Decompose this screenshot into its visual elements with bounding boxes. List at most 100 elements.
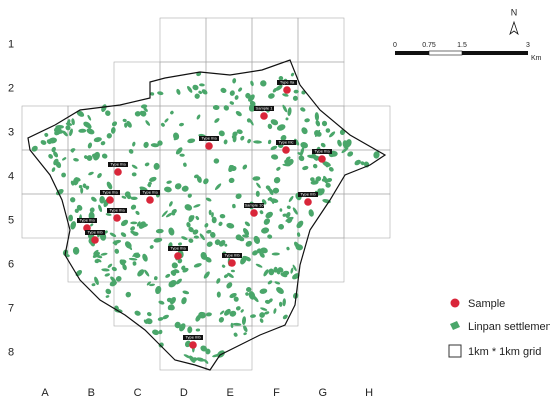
settlement: [278, 223, 284, 230]
settlement: [347, 151, 354, 157]
settlement: [216, 278, 221, 284]
settlement: [143, 107, 148, 112]
sample-point: [83, 224, 91, 232]
settlement: [273, 308, 277, 314]
settlement: [82, 183, 87, 189]
settlement: [168, 227, 175, 236]
settlement: [78, 184, 83, 189]
settlement: [310, 177, 315, 182]
sample-tag-bg: [298, 192, 318, 197]
settlement: [282, 104, 288, 113]
settlement: [132, 261, 137, 266]
samples: Type IIa Sample 1 Type IIIa Type IIIc Type I…: [77, 80, 332, 349]
settlement: [280, 272, 288, 278]
settlement: [219, 239, 226, 247]
settlement: [224, 274, 229, 278]
settlement: [173, 135, 179, 141]
settlement: [162, 314, 169, 320]
settlement: [250, 80, 254, 87]
settlement: [97, 173, 102, 179]
settlement: [203, 178, 209, 185]
grid-cell: [205, 105, 253, 151]
settlement: [314, 112, 320, 121]
settlement: [134, 310, 141, 316]
settlement: [220, 87, 227, 93]
settlement: [193, 263, 202, 268]
settlement: [174, 183, 182, 190]
settlement: [232, 136, 237, 143]
scale-bar: Km 0 0.75 1.5 3: [393, 42, 542, 62]
settlement: [72, 246, 80, 255]
settlement: [131, 164, 138, 169]
settlement: [132, 231, 139, 236]
settlement: [144, 162, 150, 167]
row-label: 5: [8, 214, 14, 226]
settlement: [53, 151, 59, 158]
sample-label: Type IIIb: [185, 335, 201, 340]
legend-grid-symbol: [448, 344, 462, 358]
settlement: [142, 253, 148, 262]
settlement: [182, 290, 190, 295]
settlement: [130, 196, 138, 201]
settlement: [238, 87, 243, 92]
settlement: [240, 309, 244, 313]
settlement: [147, 183, 151, 188]
settlements: [31, 71, 380, 364]
settlement: [124, 122, 128, 128]
settlement: [188, 226, 194, 233]
settlement: [134, 111, 141, 117]
settlement: [70, 197, 76, 203]
sample-tag-bg: [77, 218, 97, 223]
settlement: [210, 231, 216, 238]
settlement: [86, 155, 93, 161]
sample-tag-bg: [183, 335, 203, 340]
boundary: [27, 59, 387, 371]
settlement: [66, 119, 71, 125]
legend-label: Sample: [468, 298, 505, 310]
settlement: [164, 186, 172, 193]
settlement: [270, 119, 279, 126]
settlement: [223, 105, 229, 111]
settlement: [242, 227, 250, 236]
settlement: [235, 234, 242, 241]
settlement: [341, 147, 349, 154]
settlement: [188, 238, 194, 243]
settlement: [105, 295, 110, 298]
settlement: [160, 122, 165, 127]
settlement: [70, 148, 76, 152]
settlement: [168, 280, 177, 288]
settlement: [101, 153, 108, 159]
settlement: [213, 158, 220, 164]
north-arrow-shape: [509, 20, 519, 36]
settlement: [146, 281, 152, 286]
settlement: [195, 328, 201, 332]
settlement: [199, 83, 205, 87]
settlement: [61, 172, 66, 178]
settlement: [315, 176, 322, 182]
settlement: [300, 142, 309, 149]
settlement: [193, 235, 199, 239]
settlement: [54, 126, 61, 133]
settlement: [183, 162, 187, 167]
settlement: [204, 256, 212, 263]
sample-tag-bg: [244, 203, 264, 208]
settlement: [297, 152, 303, 156]
settlement: [285, 212, 291, 218]
settlement: [88, 171, 94, 176]
settlement: [96, 258, 102, 263]
column-label: A: [41, 387, 49, 399]
column-label: E: [227, 387, 234, 399]
settlement: [87, 142, 93, 149]
settlement: [179, 122, 184, 127]
settlement: [296, 220, 304, 229]
legend-label: Linpan settlement: [468, 321, 550, 333]
settlement: [224, 243, 228, 247]
settlement: [218, 221, 223, 227]
settlement: [265, 211, 273, 219]
settlement: [171, 208, 177, 215]
settlement: [279, 208, 283, 212]
settlement: [76, 110, 85, 117]
settlement: [271, 154, 279, 160]
settlement: [111, 121, 118, 127]
settlement: [139, 186, 148, 192]
